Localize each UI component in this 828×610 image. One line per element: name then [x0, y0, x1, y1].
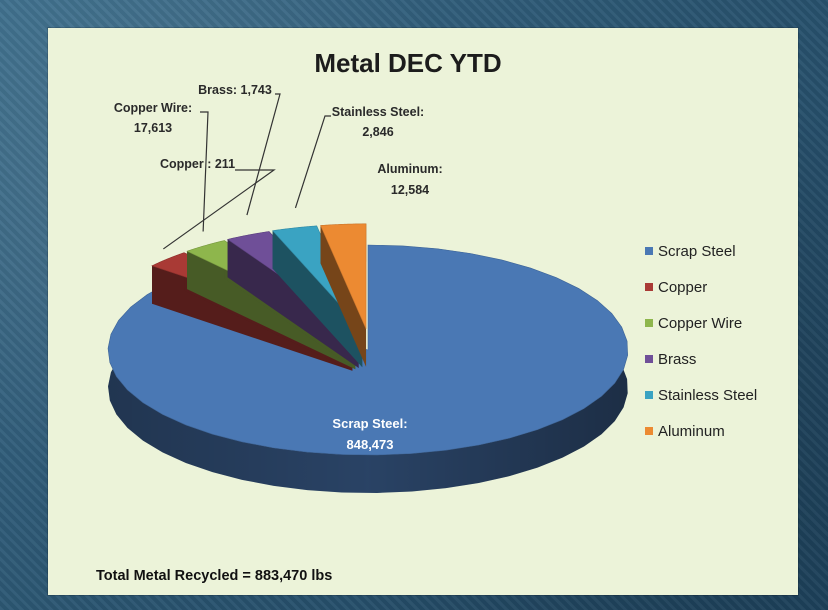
legend: Scrap Steel Copper Copper Wire Brass Stainle…	[645, 243, 757, 440]
data-label-brass-name: Brass: 1,743	[198, 83, 272, 97]
slice-scrap-steel	[107, 244, 628, 493]
leader-line	[200, 111, 209, 232]
legend-swatch-brass	[645, 355, 653, 363]
total-footer: Total Metal Recycled = 883,470 lbs	[96, 568, 332, 584]
chart-title: Metal DEC YTD	[314, 48, 501, 78]
data-label-copper-wire-value: 17,613	[134, 121, 172, 135]
pie-chart: Metal DEC YTD Scrap Steel: 848,473 Copper …	[96, 48, 757, 584]
leader-line	[162, 169, 276, 250]
slice-wall	[272, 230, 363, 368]
legend-swatch-scrap-steel	[645, 247, 653, 255]
legend-label-brass: Brass	[658, 351, 696, 368]
legend-label-stainless-steel: Stainless Steel	[658, 387, 757, 404]
legend-label-copper: Copper	[658, 279, 707, 296]
slice-wall	[320, 225, 367, 367]
slice-top	[107, 244, 628, 456]
legend-swatch-copper-wire	[645, 319, 653, 327]
slice-aluminum	[320, 223, 367, 367]
legend-swatch-copper	[645, 283, 653, 291]
slice-wall	[227, 239, 359, 369]
chart-panel: Metal DEC YTD Scrap Steel: 848,473 Copper …	[48, 28, 798, 595]
data-label-stainless-steel-value: 2,846	[362, 125, 393, 139]
data-label-aluminum-name: Aluminum:	[377, 162, 442, 176]
label-layer: Scrap Steel: 848,473 Copper : 211 Copper Wi…	[114, 83, 443, 452]
legend-label-scrap-steel: Scrap Steel	[658, 243, 736, 260]
legend-swatch-aluminum	[645, 427, 653, 435]
legend-label-aluminum: Aluminum	[658, 423, 725, 440]
data-label-copper-name: Copper : 211	[160, 157, 235, 171]
leader-line	[246, 93, 281, 216]
legend-label-copper-wire: Copper Wire	[658, 315, 742, 332]
data-label-scrap-steel-value: 848,473	[347, 437, 394, 452]
slice-top	[320, 223, 367, 329]
data-label-aluminum-value: 12,584	[391, 183, 429, 197]
data-label-copper-wire-name: Copper Wire:	[114, 101, 192, 115]
data-label-scrap-steel-name: Scrap Steel:	[332, 416, 407, 431]
leader-line	[294, 115, 331, 209]
pie-layer	[107, 223, 628, 493]
data-label-stainless-steel-name: Stainless Steel:	[332, 105, 424, 119]
legend-swatch-stainless-steel	[645, 391, 653, 399]
